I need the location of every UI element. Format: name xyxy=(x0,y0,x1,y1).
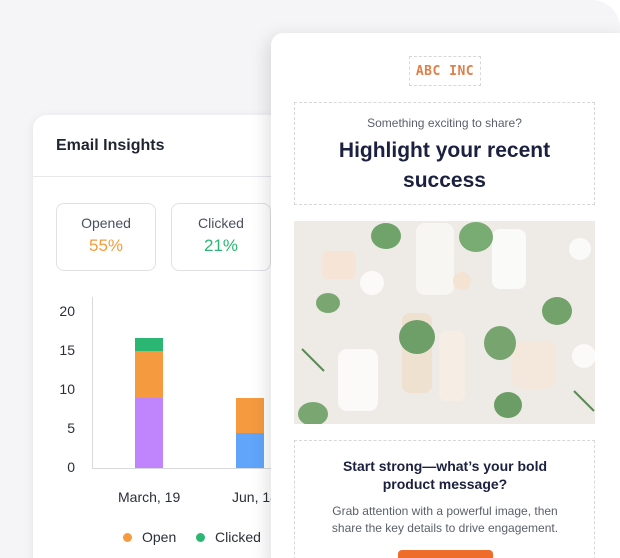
message-body: Grab attention with a powerful image, th… xyxy=(331,504,559,535)
clicked-value: 21% xyxy=(203,236,239,255)
hero-headline: Highlight your recent success xyxy=(338,139,551,192)
clicked-legend-label: Clicked xyxy=(215,529,261,545)
insights-title: Email Insights xyxy=(56,137,165,154)
legend-item-clicked: Clicked xyxy=(196,529,261,545)
message-title: Start strong—what’s your bold product me… xyxy=(342,458,548,492)
clicked-stat-card: Clicked 21% xyxy=(171,203,271,271)
y-tick-label: 15 xyxy=(59,342,75,358)
company-logo[interactable]: ABC INC xyxy=(409,56,481,86)
clicked-label: Clicked xyxy=(198,215,244,231)
bar-segment[interactable] xyxy=(135,351,163,398)
hero-text-block[interactable]: Something exciting to share? Highlight y… xyxy=(294,102,595,205)
y-tick-label: 10 xyxy=(59,381,75,397)
product-photo[interactable] xyxy=(294,221,595,424)
cta-button[interactable] xyxy=(398,550,493,558)
bar-segment[interactable] xyxy=(135,337,163,351)
legend-item-open: Open xyxy=(123,529,176,545)
header-divider xyxy=(33,176,453,177)
x-tick-label: Jun, 18 xyxy=(232,489,278,505)
bar-segment[interactable] xyxy=(236,397,264,433)
opened-value: 55% xyxy=(88,236,124,255)
x-tick-label: March, 19 xyxy=(118,489,181,505)
hero-kicker: Something exciting to share? xyxy=(367,116,522,130)
y-tick-label: 5 xyxy=(67,420,75,436)
opened-label: Opened xyxy=(81,215,131,231)
email-preview-card: ABC INC Something exciting to share? Hig… xyxy=(271,33,620,558)
message-block[interactable]: Start strong—what’s your bold product me… xyxy=(294,440,595,558)
x-axis xyxy=(92,468,392,469)
opened-stat-card: Opened 55% xyxy=(56,203,156,271)
bar-segment[interactable] xyxy=(236,432,264,468)
product-illustration xyxy=(294,221,595,424)
open-legend-dot xyxy=(123,532,132,542)
open-legend-label: Open xyxy=(142,529,177,545)
y-tick-label: 0 xyxy=(67,459,75,475)
y-axis xyxy=(92,297,93,469)
bar-segment[interactable] xyxy=(135,397,163,468)
y-tick-label: 20 xyxy=(59,303,75,319)
clicked-legend-dot xyxy=(196,532,205,542)
